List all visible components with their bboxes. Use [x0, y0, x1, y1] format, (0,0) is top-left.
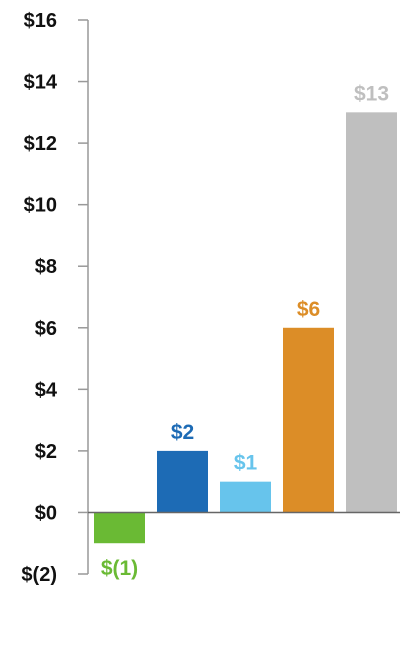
bar-value-label: $13: [354, 82, 389, 105]
data-labels-group: $(1) $2 $1 $6 $13: [101, 82, 389, 580]
y-tick-label: $10: [24, 195, 57, 217]
y-tick-label: $12: [24, 133, 57, 155]
y-tick-label: $0: [35, 502, 57, 524]
bar: [157, 450, 208, 513]
bar: [220, 481, 271, 513]
y-tick-label: $6: [35, 318, 57, 340]
y-tick-label: $2: [35, 441, 57, 463]
bar-value-label: $2: [171, 421, 194, 444]
bar: [346, 112, 397, 513]
bar-value-label: $6: [297, 298, 320, 321]
y-tick-label: $(2): [21, 564, 57, 586]
y-tick-label: $14: [24, 72, 58, 94]
y-tick-label: $16: [24, 10, 57, 32]
bars-group: [94, 112, 397, 544]
bar-value-label: $1: [234, 452, 258, 475]
y-tick-label: $8: [35, 256, 57, 278]
bar-value-label: $(1): [101, 557, 138, 580]
bar: [94, 512, 145, 544]
y-axis: $16 $14 $12 $10 $8 $6 $4 $2 $0 $(2): [21, 10, 89, 586]
y-tick-label: $4: [35, 379, 58, 401]
bar: [283, 327, 334, 513]
